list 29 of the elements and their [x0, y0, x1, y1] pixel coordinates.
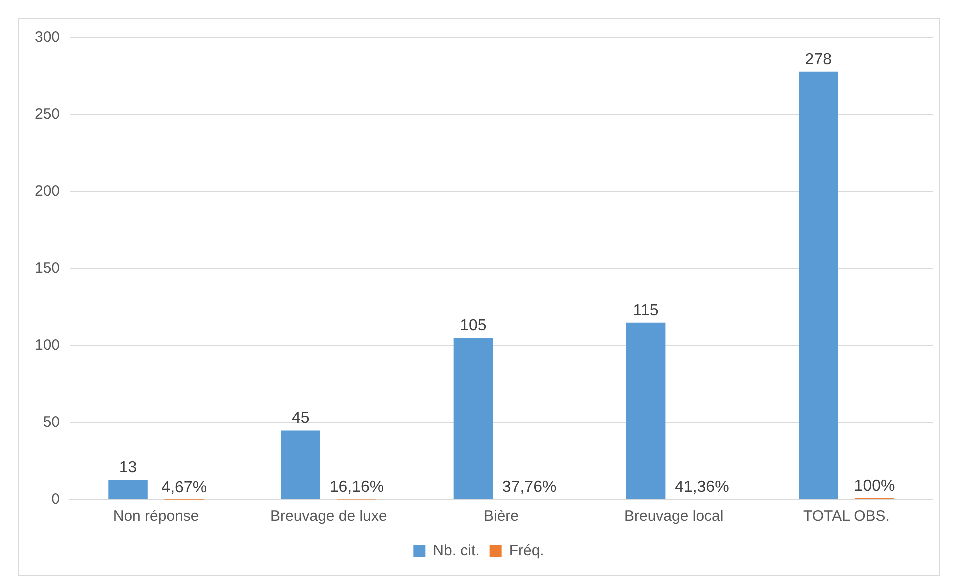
data-label: 115 [633, 302, 659, 320]
x-tick-label: Breuvage de luxe [270, 508, 388, 526]
data-label: 100% [854, 478, 896, 495]
bar [454, 338, 494, 500]
y-tick-label: 300 [34, 29, 60, 46]
data-label: 41,36% [675, 478, 730, 496]
bar [799, 72, 838, 500]
data-label: 4,67% [162, 479, 208, 496]
y-tick-label: 50 [43, 414, 60, 432]
y-tick-label: 250 [34, 106, 60, 124]
data-label: 37,76% [502, 478, 557, 496]
y-tick-label: 150 [34, 260, 60, 278]
data-label: 13 [119, 459, 138, 476]
x-tick-label: TOTAL OBS. [803, 508, 890, 526]
x-tick-label: Non réponse [113, 508, 200, 526]
bar [108, 480, 148, 500]
x-tick-label: Bière [484, 508, 520, 526]
y-tick-label: 0 [52, 491, 60, 508]
bar [281, 430, 321, 500]
legend-label: Nb. cit. [433, 542, 480, 560]
y-tick-label: 200 [34, 183, 60, 200]
data-label: 16,16% [330, 479, 384, 496]
legend-label: Fréq. [509, 542, 544, 560]
data-label: 105 [460, 318, 487, 335]
data-label: 45 [292, 410, 310, 428]
data-label: 278 [805, 51, 832, 68]
x-tick-label: Breuvage local [624, 508, 724, 526]
y-tick-label: 100 [34, 337, 60, 354]
bar [626, 322, 666, 500]
